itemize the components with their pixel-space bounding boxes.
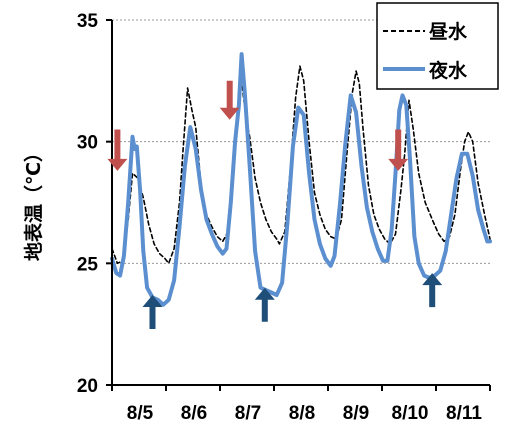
- y-tick-label-35: 35: [77, 11, 99, 32]
- x-tick-label-8/11: 8/11: [446, 403, 482, 424]
- up-arrow-icon-1: [142, 295, 163, 329]
- y-axis-label: 地表温（℃）: [22, 143, 45, 261]
- series-line-day: [111, 65, 491, 265]
- y-tick-label-30: 30: [77, 133, 98, 154]
- y-tick-label-25: 25: [77, 254, 99, 275]
- annotations: [107, 80, 443, 329]
- x-tick-label-8/6: 8/6: [181, 403, 207, 424]
- series-line-night: [110, 52, 492, 307]
- y-tick-label-20: 20: [77, 376, 98, 397]
- x-tick-label-8/7: 8/7: [235, 403, 261, 424]
- up-arrow-icon-5: [422, 273, 443, 308]
- x-tick-label-8/10: 8/10: [392, 403, 429, 424]
- x-tick-label-8/9: 8/9: [343, 403, 369, 424]
- legend-box: [376, 2, 499, 90]
- axes: 20 25 30 35 8/5 8/6 8/7 8/8 8/9 8/10 8/11: [77, 11, 491, 424]
- plot-area: [110, 52, 492, 307]
- grid-lines: [112, 19, 490, 264]
- down-arrow-icon-4: [388, 129, 409, 171]
- down-arrow-icon-2: [219, 80, 240, 120]
- down-arrow-icon-0: [107, 129, 128, 171]
- x-tick-label-8/8: 8/8: [289, 403, 315, 424]
- x-tick-label-8/5: 8/5: [127, 403, 154, 424]
- legend-label-night: 夜水: [428, 59, 468, 82]
- up-arrow-icon-3: [254, 287, 275, 322]
- legend-label-day: 昼水: [429, 21, 468, 43]
- legend: 昼水 夜水: [376, 2, 499, 90]
